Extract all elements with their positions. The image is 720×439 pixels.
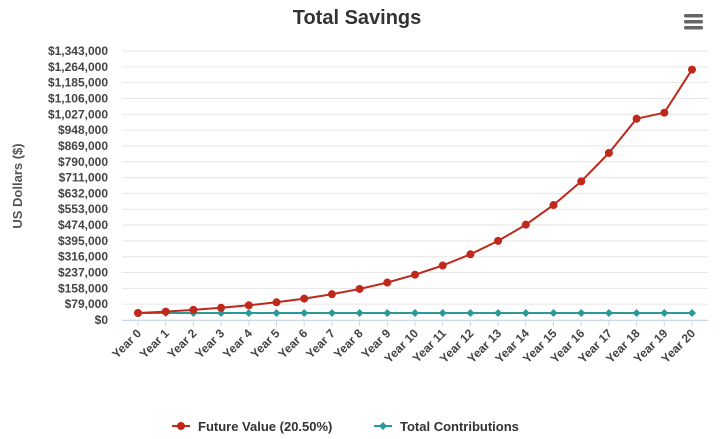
y-tick-label: $948,000 [58,123,108,137]
y-axis-ticks: $0 $79,000 $158,000$237,000 $316,000 $395,00… [48,44,108,327]
data-point[interactable] [244,301,253,310]
data-point[interactable] [300,308,309,317]
x-tick-label: Year 0 [109,326,144,361]
data-point[interactable] [521,308,530,317]
data-point[interactable] [604,308,613,317]
data-point[interactable] [688,308,696,317]
data-point[interactable] [438,308,447,317]
data-point[interactable] [327,290,336,299]
y-tick-label: $1,264,000 [48,60,108,74]
hamburger-menu-icon[interactable] [684,14,703,30]
data-point[interactable] [134,308,142,317]
series-layer [134,65,696,317]
data-point[interactable] [604,148,613,157]
x-tick-label: Year 8 [331,326,366,361]
series-0 [134,65,696,317]
data-point[interactable] [438,261,447,270]
y-tick-label: $1,106,000 [48,91,108,105]
data-point[interactable] [549,308,558,317]
data-point[interactable] [383,278,392,287]
legend-marker [379,422,387,430]
y-tick-label: $237,000 [58,266,108,280]
legend: Future Value (20.50%) Total Contributions [172,419,519,434]
y-axis-label: US Dollars ($) [10,143,25,228]
data-point[interactable] [549,201,558,210]
data-point[interactable] [466,250,475,259]
grid-lines [122,50,708,321]
y-tick-label: $869,000 [58,139,108,153]
y-tick-label: $0 [95,313,109,327]
data-point[interactable] [494,236,503,245]
legend-marker [177,422,185,430]
y-tick-label: $474,000 [58,218,108,232]
y-tick-label: $395,000 [58,234,108,248]
legend-item[interactable]: Future Value (20.50%) [172,419,332,434]
y-tick-label: $79,000 [65,297,109,311]
y-tick-label: $1,343,000 [48,44,108,58]
x-axis [122,320,708,326]
data-point[interactable] [411,308,419,317]
data-point[interactable] [383,308,392,317]
y-tick-label: $553,000 [58,202,108,216]
y-tick-label: $1,027,000 [48,107,108,121]
x-tick-label: Year 6 [275,326,310,361]
y-tick-label: $1,185,000 [48,76,108,90]
y-tick-label: $158,000 [58,281,108,295]
series-1 [134,308,696,317]
data-point[interactable] [660,308,669,317]
legend-label: Total Contributions [400,419,519,434]
data-point[interactable] [217,303,226,312]
data-point[interactable] [411,270,419,279]
data-point[interactable] [688,65,696,74]
x-tick-label: Year 3 [192,326,227,361]
y-tick-label: $632,000 [58,186,108,200]
data-point[interactable] [660,108,669,117]
data-point[interactable] [161,307,170,316]
data-point[interactable] [300,294,309,303]
data-point[interactable] [632,114,641,123]
y-tick-label: $790,000 [58,155,108,169]
x-tick-label: Year 5 [248,326,283,361]
x-tick-label: Year 2 [165,326,200,361]
data-point[interactable] [521,220,530,229]
data-point[interactable] [466,308,475,317]
x-tick-label: Year 1 [137,326,172,361]
data-point[interactable] [244,308,253,317]
legend-item[interactable]: Total Contributions [374,419,519,434]
y-tick-label: $316,000 [58,250,108,264]
chart-title: Total Savings [293,7,422,29]
data-point[interactable] [327,308,336,317]
data-point[interactable] [189,305,198,314]
legend-label: Future Value (20.50%) [198,419,332,434]
x-tick-label: Year 4 [220,326,255,361]
data-point[interactable] [355,308,364,317]
data-point[interactable] [272,308,281,317]
data-point[interactable] [272,298,281,307]
data-point[interactable] [494,308,503,317]
data-point[interactable] [632,308,641,317]
x-tick-label: Year 7 [303,326,338,361]
data-point[interactable] [355,284,364,293]
y-tick-label: $711,000 [59,171,109,185]
data-point[interactable] [577,308,586,317]
data-point[interactable] [577,177,586,186]
